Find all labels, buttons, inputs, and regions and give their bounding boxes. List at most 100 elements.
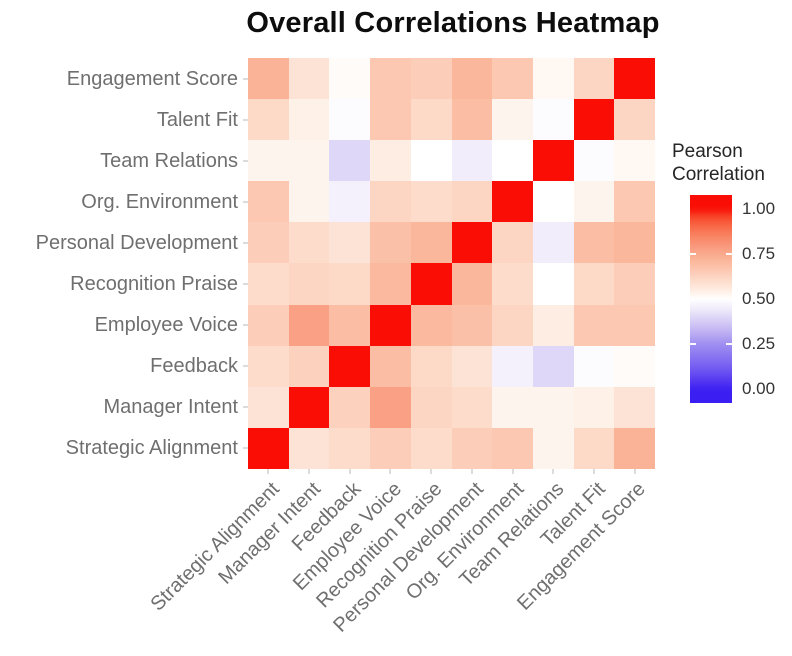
heatmap-cell (614, 304, 655, 346)
heatmap-cell (329, 99, 371, 141)
heatmap-cell (248, 386, 289, 428)
heatmap-cell (492, 140, 533, 182)
legend-tick-label: 0.00 (742, 379, 776, 399)
heatmap-cell (614, 181, 655, 223)
heatmap-cell (451, 99, 493, 141)
legend-colorbar (690, 195, 732, 403)
heatmap-cell (410, 304, 452, 346)
heatmap-cell (370, 181, 411, 223)
heatmap-cell (248, 222, 289, 264)
heatmap-cell (288, 99, 330, 141)
heatmap-cell (248, 427, 289, 469)
y-axis-tick (243, 283, 248, 286)
x-axis-tick (267, 469, 270, 474)
heatmap-cell (614, 427, 655, 469)
heatmap-cell (288, 345, 330, 387)
legend-tick-label: 1.00 (742, 198, 776, 218)
heatmap-cell (492, 99, 533, 141)
heatmap-cell (410, 140, 452, 182)
heatmap-cell (288, 181, 330, 223)
colorbar-tick (726, 343, 732, 346)
heatmap-cell (451, 263, 493, 305)
heatmap-cell (614, 386, 655, 428)
heatmap-cell (370, 386, 411, 428)
y-axis-label: Org. Environment (81, 190, 238, 213)
heatmap-cell (288, 58, 330, 100)
y-axis-tick (243, 365, 248, 368)
heatmap-cell (573, 140, 615, 182)
heatmap-cell (248, 345, 289, 387)
heatmap-grid (248, 58, 655, 469)
heatmap-cell (248, 99, 289, 141)
legend-title-line1: Pearson (672, 141, 743, 162)
legend-title: Pearson Correlation (672, 140, 765, 186)
heatmap-cell (248, 140, 289, 182)
heatmap-cell (329, 58, 371, 100)
y-axis-tick (243, 77, 248, 80)
heatmap-cell (532, 427, 574, 469)
y-axis-tick (243, 200, 248, 203)
heatmap-cell (288, 427, 330, 469)
heatmap-cell (370, 140, 411, 182)
heatmap-cell (288, 386, 330, 428)
heatmap-cell (370, 222, 411, 264)
heatmap-cell (532, 386, 574, 428)
y-axis-tick (243, 241, 248, 244)
heatmap-cell (492, 304, 533, 346)
heatmap-cell (329, 345, 371, 387)
heatmap-cell (532, 99, 574, 141)
heatmap-cell (614, 140, 655, 182)
heatmap-cell (410, 99, 452, 141)
colorbar-tick (690, 252, 696, 255)
heatmap-cell (573, 386, 615, 428)
y-axis-tick (243, 159, 248, 162)
x-axis-tick (511, 469, 514, 474)
heatmap-cell (370, 304, 411, 346)
heatmap-cell (614, 99, 655, 141)
heatmap-cell (614, 222, 655, 264)
heatmap-cell (532, 263, 574, 305)
heatmap-cell (329, 263, 371, 305)
heatmap-cell (492, 427, 533, 469)
heatmap-cell (410, 345, 452, 387)
y-axis-label: Strategic Alignment (65, 437, 238, 460)
y-axis-label: Employee Voice (94, 314, 238, 337)
y-axis-tick (243, 447, 248, 450)
heatmap-cell (329, 222, 371, 264)
heatmap-cell (451, 386, 493, 428)
x-axis-tick (633, 469, 636, 474)
heatmap-cell (329, 304, 371, 346)
heatmap-cell (410, 58, 452, 100)
heatmap-cell (492, 386, 533, 428)
heatmap-cell (288, 222, 330, 264)
y-axis-tick (243, 118, 248, 121)
heatmap-cell (248, 263, 289, 305)
heatmap-cell (248, 58, 289, 100)
heatmap-cell (451, 58, 493, 100)
legend-tick-label: 0.50 (742, 289, 776, 308)
y-axis-label: Team Relations (100, 149, 238, 172)
heatmap-cell (451, 181, 493, 223)
y-axis-label: Personal Development (35, 231, 238, 254)
y-axis-label: Talent Fit (156, 108, 238, 131)
heatmap-cell (329, 427, 371, 469)
x-axis-tick (308, 469, 311, 474)
y-axis-label: Feedback (150, 355, 238, 378)
x-axis-tick (348, 469, 351, 474)
heatmap-cell (573, 99, 615, 141)
heatmap-cell (329, 386, 371, 428)
legend-tick-label: 0.25 (742, 334, 776, 354)
colorbar-tick (690, 343, 696, 346)
heatmap-cell (532, 140, 574, 182)
heatmap-cell (532, 304, 574, 346)
heatmap-cell (370, 58, 411, 100)
heatmap-cell (248, 181, 289, 223)
y-axis-label: Engagement Score (66, 67, 238, 90)
heatmap-cell (573, 427, 615, 469)
heatmap-cell (573, 222, 615, 264)
heatmap-cell (573, 58, 615, 100)
heatmap-cell (532, 222, 574, 264)
heatmap-cell (370, 345, 411, 387)
heatmap-cell (248, 304, 289, 346)
